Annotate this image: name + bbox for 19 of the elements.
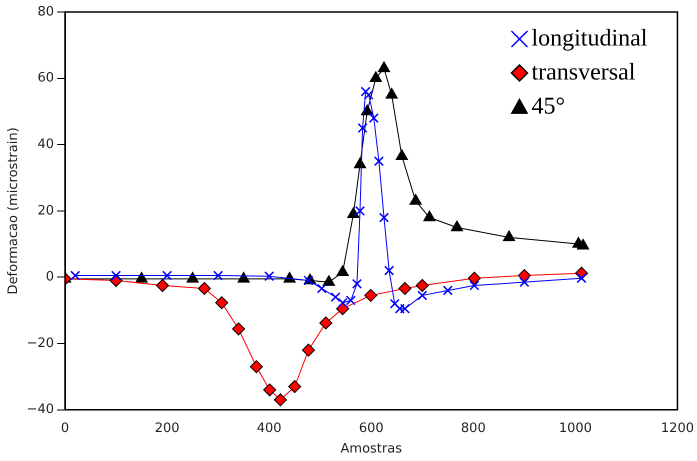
y-tick-label: 80: [37, 4, 54, 20]
x-tick-label: 1200: [660, 420, 694, 436]
x-tick-label: 0: [60, 420, 70, 436]
y-tick-label: 0: [46, 270, 54, 285]
y-axis-title: Deformacao (microstrain): [6, 127, 22, 294]
y-tick-label: 60: [37, 70, 54, 86]
x-tick-label: 800: [460, 420, 486, 436]
legend-label: longitudinal: [531, 25, 648, 52]
x-tick-label: 400: [256, 420, 282, 436]
x-tick-label: 600: [358, 420, 384, 436]
y-tick-label: 20: [37, 203, 54, 218]
y-tick-label: −40: [26, 402, 54, 418]
legend-label: 45°: [531, 93, 566, 120]
x-axis-title: Amostras: [340, 442, 402, 457]
legend-label: transversal: [531, 59, 636, 86]
x-tick-label: 200: [154, 420, 180, 436]
y-tick-label: 40: [37, 136, 54, 152]
y-tick-label: −20: [26, 336, 54, 351]
x-tick-label: 1000: [558, 420, 592, 436]
